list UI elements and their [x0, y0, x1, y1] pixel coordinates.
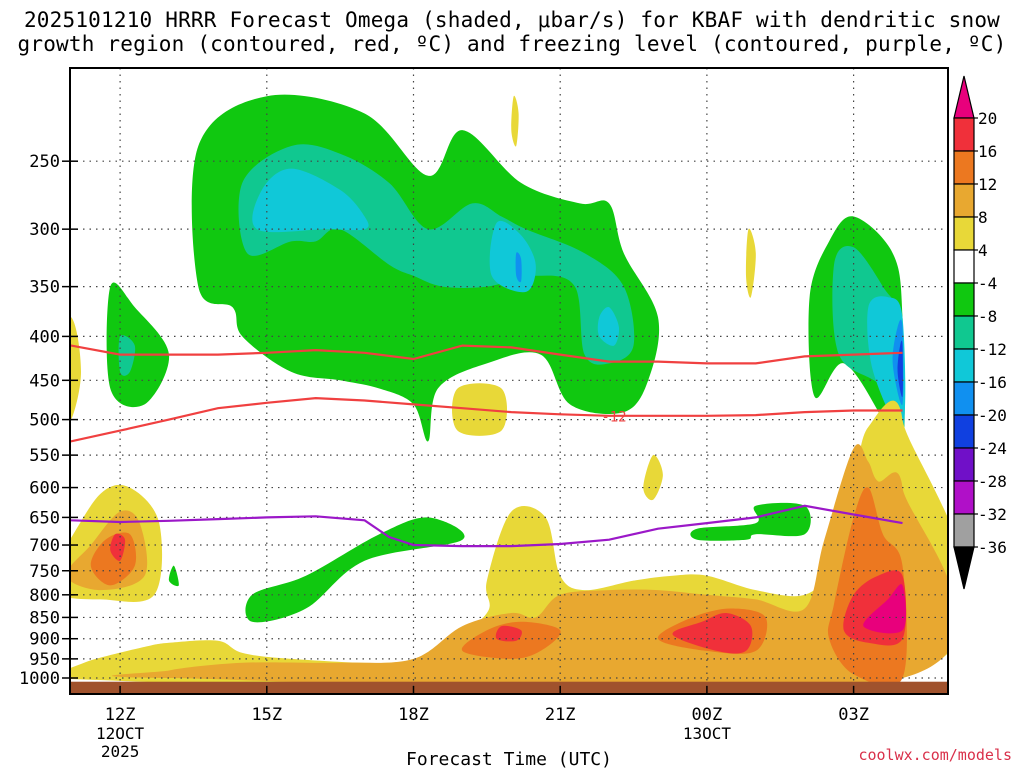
colorbar-label-10: -24 — [978, 439, 1007, 458]
colorbar-band-12 — [953, 480, 975, 515]
colorbar-label-7: -12 — [978, 340, 1007, 359]
colorbar-band-8 — [953, 348, 975, 383]
omega-region-pos16 — [110, 533, 126, 561]
omega-region-neg12 — [867, 296, 906, 429]
y-tick-label-500: 500 — [29, 411, 60, 431]
colorbar-top-triangle — [953, 75, 975, 119]
y-tick-label-350: 350 — [29, 278, 60, 298]
colorbar-label-0: 20 — [978, 109, 997, 128]
y-tick-label-650: 650 — [29, 508, 60, 528]
colorbar-band-13 — [953, 513, 975, 548]
omega-region-pos20 — [863, 584, 906, 634]
colorbar-band-3 — [953, 183, 975, 218]
x-tick-label-03Z: 03Z — [838, 705, 869, 725]
colorbar-band-2 — [953, 150, 975, 185]
y-tick-label-600: 600 — [29, 479, 60, 499]
omega-region-pos4 — [745, 228, 756, 298]
y-tick-label-850: 850 — [29, 608, 60, 628]
colorbar-label-4: 4 — [978, 241, 988, 260]
colorbar-band-11 — [953, 447, 975, 482]
x-tick-label-00Z: 00Z — [692, 705, 723, 725]
y-tick-label-700: 700 — [29, 536, 60, 556]
grid-lines — [70, 68, 948, 694]
y-tick-label-750: 750 — [29, 562, 60, 582]
colorbar-band-9 — [953, 381, 975, 416]
colorbar-band-10 — [953, 414, 975, 449]
omega-region-neg4 — [106, 282, 170, 408]
x-tick-label-12Z: 12Z — [105, 705, 136, 725]
x-tick-label-18Z: 18Z — [398, 705, 429, 725]
omega-region-neg4 — [168, 565, 179, 587]
omega-region-pos4 — [70, 316, 81, 422]
colorbar-label-9: -20 — [978, 406, 1007, 425]
colorbar-label-8: -16 — [978, 373, 1007, 392]
y-tick-label-250: 250 — [29, 152, 60, 172]
x-tick-label-15Z: 15Z — [251, 705, 282, 725]
x-tick-date-00Z: 13OCT — [683, 724, 732, 743]
credit-link[interactable]: coolwx.com/models — [858, 746, 1012, 764]
colorbar-label-6: -8 — [978, 307, 997, 326]
omega-region-neg20 — [897, 340, 903, 398]
colorbar-band-5 — [953, 249, 975, 284]
dgz-upper-line — [70, 344, 903, 365]
axes: 2503003504004505005506006507007508008509… — [19, 152, 869, 761]
y-tick-label-300: 300 — [29, 220, 60, 240]
freezing-level-line — [70, 504, 903, 548]
y-tick-label-550: 550 — [29, 446, 60, 466]
chart-title-line-2: growth region (contoured, red, ºC) and f… — [17, 32, 1007, 56]
colorbar-band-6 — [953, 282, 975, 317]
colorbar-label-5: -4 — [978, 274, 997, 293]
y-tick-label-1000: 1000 — [19, 669, 60, 689]
y-tick-label-450: 450 — [29, 371, 60, 391]
colorbar-label-2: 12 — [978, 175, 997, 194]
omega-region-pos16 — [495, 625, 522, 642]
y-tick-label-400: 400 — [29, 327, 60, 347]
omega-region-neg16 — [515, 252, 522, 283]
colorbar-label-11: -28 — [978, 472, 1007, 491]
x-tick-label-21Z: 21Z — [545, 705, 576, 725]
x-tick-date-12Z: 12OCT — [96, 724, 145, 743]
omega-shading — [70, 94, 948, 694]
omega-region-neg12 — [489, 220, 536, 293]
omega-region-neg4 — [245, 517, 465, 623]
omega-region-pos16 — [672, 612, 753, 654]
colorbar-band-1 — [953, 117, 975, 152]
colorbar-band-4 — [953, 216, 975, 251]
y-tick-label-950: 950 — [29, 650, 60, 670]
dgz-lower-label: -12 — [601, 410, 626, 426]
omega-region-pos4 — [643, 454, 663, 501]
colorbar-label-3: 8 — [978, 208, 988, 227]
below-ground-band — [70, 681, 948, 694]
dgz-lower-line — [70, 396, 903, 443]
colorbar-band-7 — [953, 315, 975, 350]
colorbar-label-13: -36 — [978, 538, 1007, 557]
y-tick-label-900: 900 — [29, 630, 60, 650]
colorbar: 20 16 12 8 4 -4 -8 -12 -16 -20 -24 -28 -32 -36 — [953, 75, 1007, 590]
omega-region-pos4 — [511, 95, 519, 147]
colorbar-bottom-triangle — [953, 546, 975, 590]
x-tick-year-12Z: 2025 — [101, 742, 140, 761]
chart-title-line-1: 2025101210 HRRR Forecast Omega (shaded, … — [23, 8, 1001, 32]
y-tick-label-800: 800 — [29, 586, 60, 606]
omega-region-neg12 — [252, 168, 369, 233]
x-axis-label: Forecast Time (UTC) — [406, 749, 612, 768]
colorbar-label-1: 16 — [978, 142, 997, 161]
contour-lines: -12 — [70, 344, 903, 548]
colorbar-label-12: -32 — [978, 505, 1007, 524]
